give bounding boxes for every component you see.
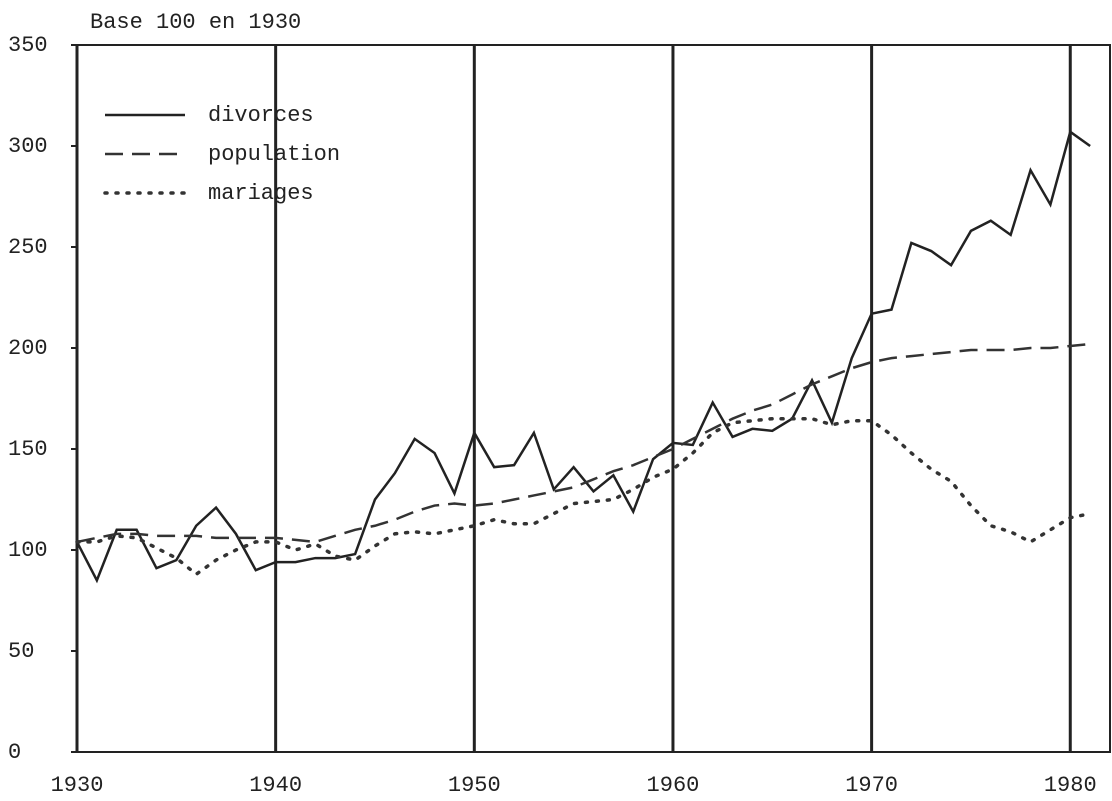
line-series: [75, 416, 1092, 577]
y-tick-label: 100: [8, 538, 48, 563]
y-tick-label: 300: [8, 134, 48, 159]
y-tick-label: 150: [8, 437, 48, 462]
legend-label: divorces: [208, 103, 314, 128]
x-tick-label: 1950: [448, 773, 501, 798]
x-tick-label: 1970: [845, 773, 898, 798]
y-tick-label: 350: [8, 33, 48, 58]
legend-label: mariages: [208, 181, 314, 206]
y-tick-label: 0: [8, 740, 21, 765]
y-tick-label: 50: [8, 639, 34, 664]
line-series: [75, 129, 1091, 584]
y-tick-label: 250: [8, 235, 48, 260]
x-tick-label: 1930: [51, 773, 104, 798]
line-series: [76, 342, 1091, 544]
y-tick-label: 200: [8, 336, 48, 361]
chart-title: Base 100 en 1930: [90, 10, 301, 35]
x-tick-label: 1980: [1044, 773, 1097, 798]
x-tick-label: 1940: [249, 773, 302, 798]
x-tick-label: 1960: [647, 773, 700, 798]
legend-label: population: [208, 142, 340, 167]
